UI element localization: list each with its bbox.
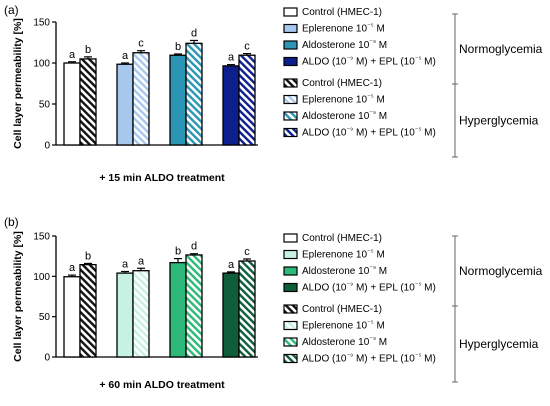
significance-letter: c	[244, 41, 250, 53]
bar	[79, 58, 97, 146]
y-tick-label: 50	[39, 312, 51, 323]
bar	[79, 263, 97, 358]
bar	[132, 52, 150, 146]
legend-label-control: Control (HMEC-1)	[302, 304, 382, 315]
panel-label: (a)	[4, 3, 19, 17]
y-tick-label: 0	[44, 353, 50, 364]
legend-swatch	[283, 78, 298, 88]
panel-b: (b) Cell layer permeability [%] 0 50 100 150 a…	[4, 215, 543, 391]
y-axis-label: Cell layer permeability [%]	[12, 231, 24, 362]
panel-label: (b)	[4, 215, 19, 229]
bar	[185, 254, 203, 358]
bar	[116, 272, 134, 358]
legend-swatch	[283, 353, 298, 364]
legend-swatch	[283, 266, 298, 276]
x-axis-label: + 60 min ALDO treatment	[99, 379, 225, 391]
legend-swatch	[283, 40, 298, 50]
bar	[63, 62, 81, 146]
significance-letter: b	[175, 246, 181, 258]
legend-label-aldo-epl: ALDO (10⁻⁹​ M) + EPL (10⁻⁵​ M)	[302, 282, 436, 294]
significance-letter: d	[191, 27, 197, 39]
legend-swatch	[283, 111, 298, 121]
significance-letter: a	[69, 262, 76, 274]
legend-label-aldosterone: Aldosterone 10⁻⁹​ M	[302, 111, 387, 123]
legend-swatch	[283, 337, 298, 347]
legend-swatch	[283, 249, 298, 260]
bar	[238, 260, 256, 358]
significance-letter: c	[138, 38, 144, 50]
bar	[169, 54, 187, 146]
group-label-hyperglycemia: Hyperglycemia	[459, 337, 539, 351]
legend-swatch	[283, 320, 298, 331]
y-axis-label: Cell layer permeability [%]	[12, 18, 24, 149]
group-label-normoglycemia: Normoglycemia	[459, 42, 543, 56]
significance-letter: b	[175, 41, 181, 53]
legend-swatch	[283, 127, 298, 138]
legend-label-control: Control (HMEC-1)	[302, 233, 382, 244]
y-tick-label: 150	[33, 18, 50, 29]
group-label-normoglycemia: Normoglycemia	[459, 264, 543, 278]
significance-letter: a	[122, 50, 129, 62]
y-tick-label: 100	[33, 59, 50, 70]
significance-letter: a	[122, 258, 129, 270]
legend-label-eplerenone: Eplerenone 10⁻⁵​ M	[302, 249, 385, 261]
bar	[185, 42, 203, 146]
y-tick-label: 0	[44, 141, 50, 152]
panel-a: (a)Cell layer permeability [%] 0 50 100 150 a…	[4, 3, 543, 184]
legend-swatch	[283, 23, 298, 34]
significance-letter: b	[85, 44, 91, 56]
legend-swatch	[283, 7, 298, 17]
x-axis-label: + 15 min ALDO treatment	[99, 172, 225, 184]
legend-label-eplerenone: Eplerenone 10⁻⁵​ M	[302, 23, 385, 35]
legend-label-eplerenone: Eplerenone 10⁻⁵​ M	[302, 94, 385, 106]
legend-label-aldo-epl: ALDO (10⁻⁹​ M) + EPL (10⁻⁵​ M)	[302, 56, 436, 68]
y-tick-label: 150	[33, 232, 50, 243]
significance-letter: a	[138, 255, 145, 267]
legend-label-aldo-epl: ALDO (10⁻⁹​ M) + EPL (10⁻⁵​ M)	[302, 353, 436, 365]
significance-letter: a	[228, 259, 235, 271]
bar	[132, 270, 150, 358]
significance-letter: d	[191, 241, 197, 253]
significance-letter: c	[244, 246, 250, 258]
legend-swatch	[283, 233, 298, 243]
bar	[222, 65, 240, 146]
significance-letter: a	[69, 49, 76, 61]
bar	[222, 272, 240, 358]
legend-swatch	[283, 304, 298, 314]
legend-label-aldosterone: Aldosterone 10⁻⁹​ M	[302, 266, 387, 278]
legend-label-aldo-epl: ALDO (10⁻⁹​ M) + EPL (10⁻⁵​ M)	[302, 127, 436, 139]
bar	[169, 261, 187, 358]
bar	[63, 276, 81, 358]
legend-swatch	[283, 56, 298, 67]
legend-label-control: Control (HMEC-1)	[302, 7, 382, 18]
bar	[116, 63, 134, 146]
legend-label-aldosterone: Aldosterone 10⁻⁹​ M	[302, 40, 387, 52]
legend-label-aldosterone: Aldosterone 10⁻⁹​ M	[302, 337, 387, 349]
significance-letter: a	[228, 52, 235, 64]
legend-swatch	[283, 282, 298, 293]
bar	[238, 54, 256, 146]
y-tick-label: 100	[33, 272, 50, 283]
y-tick-label: 50	[39, 100, 51, 111]
legend-label-eplerenone: Eplerenone 10⁻⁵​ M	[302, 320, 385, 332]
legend-label-control: Control (HMEC-1)	[302, 78, 382, 89]
significance-letter: b	[85, 250, 91, 262]
legend-swatch	[283, 94, 298, 105]
group-label-hyperglycemia: Hyperglycemia	[459, 114, 539, 128]
